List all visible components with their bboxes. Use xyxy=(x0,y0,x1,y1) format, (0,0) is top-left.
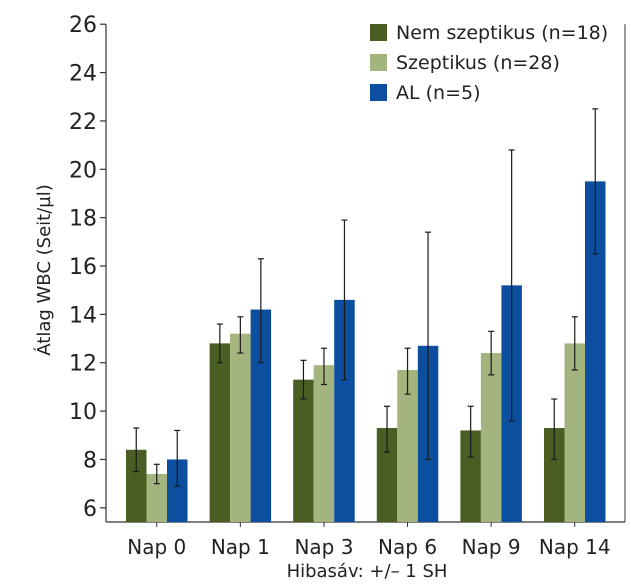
error-bar-note: Hibasáv: +/– 1 SH xyxy=(287,561,448,582)
bar xyxy=(167,459,188,522)
category-label: Nap 3 xyxy=(294,535,353,559)
y-tick-label: 10 xyxy=(69,400,97,425)
bar xyxy=(376,428,398,522)
axes xyxy=(100,23,626,527)
bar xyxy=(313,365,335,522)
y-tick-label: 22 xyxy=(69,110,97,135)
y-tick-label: 12 xyxy=(69,352,97,377)
y-tick-label: 24 xyxy=(69,62,97,87)
legend-swatch xyxy=(370,54,387,71)
category-label: Nap 1 xyxy=(211,535,270,559)
category-labels: Nap 0 Nap 1 Nap 3 Nap 6 Nap 9 Nap 14 xyxy=(127,535,610,559)
bar xyxy=(230,333,251,522)
y-tick-label: 20 xyxy=(69,158,97,183)
bar xyxy=(250,309,272,522)
tick-labels: 6 8 10 12 14 16 18 20 22 24 26 xyxy=(69,13,97,522)
category-label: Nap 6 xyxy=(378,535,437,559)
bars xyxy=(126,181,606,522)
category-label: Nap 0 xyxy=(127,535,186,559)
bar xyxy=(480,353,502,522)
category-label: Nap 14 xyxy=(539,535,611,559)
legend-label: AL (n=5) xyxy=(396,82,481,104)
bar xyxy=(460,430,481,522)
bar xyxy=(146,473,167,522)
bar xyxy=(544,428,565,522)
bar xyxy=(585,181,606,522)
legend: Nem szeptikus (n=18) Szeptikus (n=28) AL (… xyxy=(370,22,608,104)
legend-label: Nem szeptikus (n=18) xyxy=(396,22,608,44)
legend-label: Szeptikus (n=28) xyxy=(396,52,560,74)
bar xyxy=(334,299,355,522)
error-bars xyxy=(133,108,599,487)
bar xyxy=(209,343,231,522)
category-label: Nap 9 xyxy=(462,535,521,559)
legend-swatch xyxy=(370,84,387,101)
y-tick-label: 8 xyxy=(83,448,97,473)
y-axis-label: Átlag WBC (Seit/µl) xyxy=(33,184,55,355)
y-tick-label: 18 xyxy=(69,207,97,232)
y-tick-label: 16 xyxy=(69,255,97,280)
y-tick-label: 26 xyxy=(69,13,97,38)
bar xyxy=(397,369,418,522)
bar xyxy=(564,343,585,522)
y-tick-label: 6 xyxy=(83,497,97,522)
legend-swatch xyxy=(370,24,387,41)
y-tick-label: 14 xyxy=(69,303,97,328)
bar xyxy=(126,449,147,522)
bar xyxy=(293,379,314,522)
